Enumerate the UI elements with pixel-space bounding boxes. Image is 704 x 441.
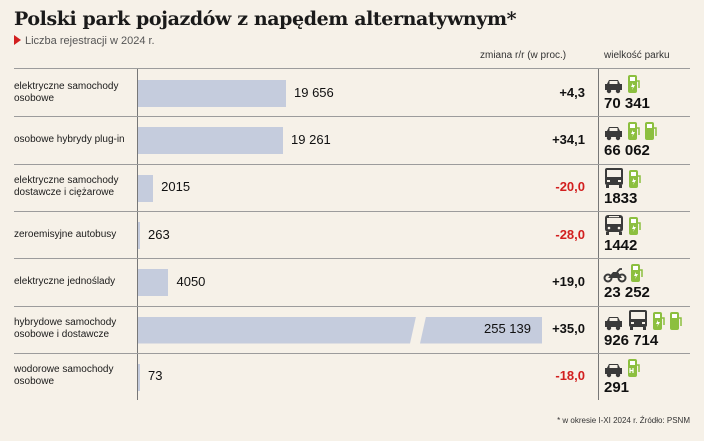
fleet-size-value: 70 341 (604, 95, 650, 112)
data-bar (138, 317, 416, 344)
change-column-header: zmiana r/r (w proc.) (480, 50, 567, 61)
motorcycle-icon (603, 267, 627, 283)
data-bar (138, 127, 284, 155)
category-label: elektryczne samochody osobowe (14, 80, 119, 104)
truck-icon (627, 309, 649, 331)
vehicle-icons (603, 214, 645, 236)
row-divider (14, 258, 690, 260)
car-icon (603, 125, 624, 141)
category-label: osobowe hybrydy plug-in (14, 133, 125, 145)
row-divider (14, 116, 690, 118)
footnote: * w okresie I-XI 2024 r. Źródło: PSNM (557, 416, 690, 425)
row-divider (14, 210, 690, 212)
fuel-pump-icon (669, 311, 683, 331)
bar-value-label: 4050 (176, 273, 206, 289)
charger-icon (627, 121, 641, 141)
fleet-size-value: 926 714 (604, 331, 659, 349)
bar-value-label: 263 (148, 226, 170, 242)
bar-value-label: 2015 (161, 179, 191, 195)
fleet-size-value: 23 252 (604, 284, 650, 302)
yoy-change-value: +34,1 (552, 131, 585, 147)
charger-icon (627, 74, 641, 94)
charger-icon (652, 311, 666, 331)
yoy-change-value: -18,0 (555, 368, 585, 384)
vehicle-icons (603, 356, 644, 378)
subtitle-marker-icon (14, 35, 21, 45)
vehicle-icons (603, 167, 645, 189)
category-label: elektryczne samochody dostawcze i ciężar… (14, 175, 119, 199)
vehicle-icons (603, 309, 686, 331)
bar-value-label: 73 (148, 368, 163, 384)
fleet-size-value: 1442 (604, 236, 638, 254)
bar-baseline (137, 69, 138, 400)
fleet-size-value: 291 (604, 378, 630, 396)
row-divider (14, 163, 690, 165)
vehicle-icons (603, 119, 661, 141)
bar-value-label: 255 139 (484, 321, 531, 337)
category-label: hybrydowe samochody osobowe i dostawcze (14, 317, 117, 341)
chart-title: Polski park pojazdów z napędem alternaty… (14, 8, 517, 30)
charger-icon (628, 169, 642, 189)
charger-icon (628, 216, 642, 236)
row-divider (14, 305, 690, 307)
vehicle-icons (603, 72, 644, 94)
data-bar (138, 221, 140, 249)
yoy-change-value: -20,0 (555, 179, 585, 195)
data-bar (138, 174, 154, 202)
data-bar (138, 269, 169, 297)
fleet-column-header: wielkość parku (604, 50, 670, 61)
car-icon (603, 78, 624, 94)
yoy-change-value: +19,0 (552, 273, 585, 289)
bus-icon (603, 214, 625, 236)
header-divider (14, 68, 690, 69)
bar-value-label: 19 261 (291, 131, 331, 147)
data-bar (138, 363, 140, 391)
category-label: elektryczne jednoślady (14, 275, 116, 287)
data-bar-break-segment (420, 316, 542, 344)
bar-value-label: 19 656 (294, 84, 334, 100)
hydrogen-icon (627, 358, 641, 378)
yoy-change-value: +4,3 (559, 84, 585, 100)
category-label: wodorowe samochody osobowe (14, 364, 114, 388)
subtitle-text: Liczba rejestracji w 2024 r. (25, 35, 155, 47)
category-label: zeroemisyjne autobusy (14, 228, 117, 240)
yoy-change-value: -28,0 (555, 226, 585, 242)
row-divider (14, 352, 690, 354)
truck-icon (603, 167, 625, 189)
fuel-pump-icon (644, 121, 658, 141)
chart-subtitle: Liczba rejestracji w 2024 r. (14, 35, 155, 47)
fleet-size-value: 66 062 (604, 142, 650, 160)
data-bar (138, 80, 286, 107)
fleet-column-divider (598, 69, 599, 400)
charger-icon (630, 263, 644, 283)
fleet-size-value: 1833 (604, 189, 638, 207)
vehicle-icons (603, 261, 647, 283)
yoy-change-value: +35,0 (552, 321, 585, 337)
car-icon (603, 362, 624, 378)
car-icon (603, 315, 624, 331)
